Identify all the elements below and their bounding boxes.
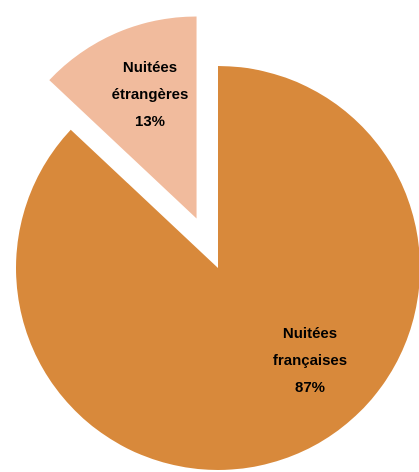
slice-label: Nuitées françaises <box>273 325 347 369</box>
slice-value-label: 87% <box>295 379 325 396</box>
pie-slice <box>15 66 419 470</box>
pie-slice <box>49 16 197 219</box>
slice-label-line: étrangères <box>112 86 189 103</box>
slice-label: Nuitées étrangères <box>112 59 189 103</box>
slice-label-line: Nuitées <box>283 325 337 342</box>
slice-label-line: françaises <box>273 352 347 369</box>
slice-value-label: 13% <box>135 113 165 130</box>
slice-label-line: Nuitées <box>123 59 177 76</box>
